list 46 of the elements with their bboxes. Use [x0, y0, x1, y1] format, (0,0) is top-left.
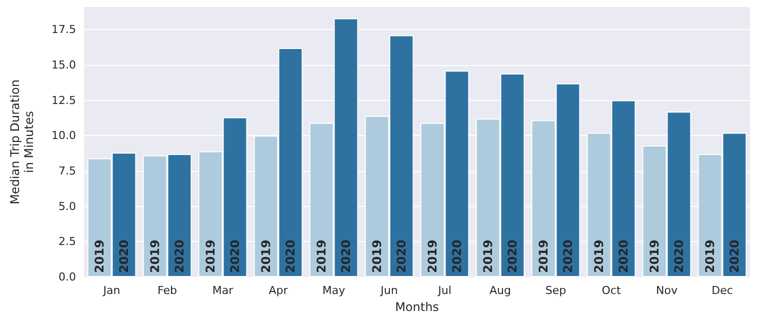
x-tick-label: Oct: [602, 284, 622, 297]
text: 2020: [616, 240, 630, 273]
text: 2019: [703, 240, 718, 273]
series-label: 2020: [116, 240, 131, 273]
text: 2019: [426, 240, 440, 273]
text: 2020: [172, 240, 186, 273]
x-tick-label: Nov: [656, 284, 678, 297]
y-tick-label: 2.5: [58, 235, 76, 248]
x-tick-label: Mar: [212, 284, 234, 297]
text: 2020: [283, 240, 298, 273]
y-tick-label: 12.5: [52, 94, 76, 107]
text: 2020: [338, 240, 353, 273]
x-tick-label: Jun: [380, 284, 398, 297]
y-axis-title: Median Trip Duration in Minutes: [8, 80, 36, 204]
text: 2020: [672, 240, 686, 273]
x-tick-label: Jul: [437, 284, 452, 297]
y-tick-label: 7.5: [58, 164, 76, 178]
text: 2019: [648, 240, 662, 273]
x-tick-label: Dec: [712, 284, 733, 297]
y-tick-label: 5.0: [58, 200, 76, 213]
text: 2020: [560, 240, 575, 273]
text: 2020: [727, 240, 742, 273]
x-tick-label: May: [322, 284, 346, 297]
text: 2019: [592, 240, 606, 273]
y-tick-label: 17.5: [52, 23, 76, 36]
y-tick-label: 10.0: [52, 129, 76, 142]
series-label: 2019: [92, 240, 107, 273]
text: 2020: [450, 240, 464, 273]
text: 2019: [314, 240, 329, 273]
text: 2020: [394, 240, 408, 273]
text: 2019: [148, 240, 162, 273]
text: 2019: [370, 240, 384, 273]
x-axis-title: Months: [395, 300, 439, 314]
x-tick-label: Apr: [268, 284, 288, 297]
x-tick-label: Sep: [545, 284, 566, 297]
text: 2019: [536, 240, 551, 273]
text: 2019: [204, 240, 218, 273]
x-tick-label: Jan: [102, 284, 120, 297]
x-tick-label: Aug: [490, 284, 511, 297]
y-tick-label: 15.0: [52, 58, 76, 72]
x-tick-label: Feb: [158, 284, 177, 297]
text: 2019: [259, 240, 274, 273]
text: 2019: [481, 240, 496, 273]
y-tick-label: 0.0: [58, 270, 76, 284]
text: 2020: [228, 240, 242, 273]
text: 2020: [505, 240, 520, 273]
